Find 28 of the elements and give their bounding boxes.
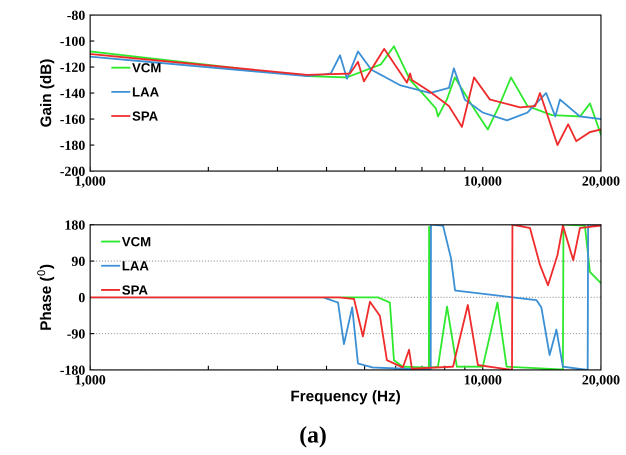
legend-label: LAA: [132, 87, 159, 96]
y-tick-label: 0: [78, 292, 85, 302]
y-tick-label: -200: [60, 166, 85, 176]
y-tick-label: -140: [60, 88, 85, 98]
x-tick-label: 20,000: [582, 176, 620, 188]
y-tick-label: -100: [60, 36, 85, 46]
text: (a): [300, 426, 326, 448]
legend-label: VCM: [122, 236, 150, 246]
y-tick-label: -120: [60, 62, 85, 72]
x-tick-label: 10,000: [464, 176, 502, 188]
y-axis-title: Gain (dB): [40, 59, 54, 127]
x-tick-label: 10,000: [464, 375, 502, 387]
x-tick-label: 20,000: [582, 375, 620, 387]
y-axis-title: Phase ($^{0}$): [37, 264, 54, 330]
x-tick-label: 1,000: [76, 375, 106, 387]
y-tick-label: -180: [60, 366, 85, 375]
y-tick-label: -80: [67, 10, 85, 20]
y-tick-label: 180: [66, 220, 85, 230]
y-tick-label: 90: [72, 256, 85, 266]
legend-label: SPA: [122, 285, 148, 295]
legend-label: SPA: [132, 111, 158, 121]
y-tick-label: -160: [60, 114, 85, 124]
y-tick-label: -180: [60, 140, 85, 150]
legend-label: VCM: [132, 63, 160, 72]
x-axis-title: Frequency (Hz): [291, 390, 400, 404]
y-tick-label: -90: [67, 329, 85, 339]
legend-label: LAA: [122, 261, 149, 270]
x-tick-label: 1,000: [76, 176, 106, 188]
